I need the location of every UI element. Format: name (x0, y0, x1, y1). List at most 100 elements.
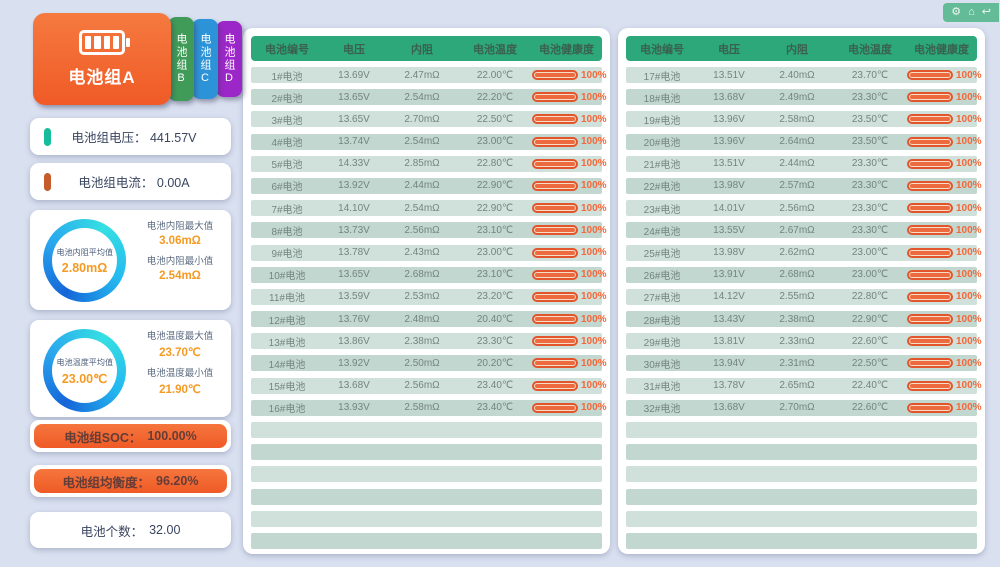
temperature-cell: 22.90℃ (476, 180, 514, 192)
column-header: 内阻 (786, 43, 808, 56)
health-bar (532, 92, 578, 103)
voltage-cell: 13.74V (338, 136, 370, 148)
group-voltage-label: 电池组电压： (71, 131, 147, 145)
balance-pill: 电池组均衡度： 96.20% (34, 469, 227, 493)
column-header: 电压 (718, 43, 740, 56)
resistance-max-value: 3.06mΩ (159, 235, 201, 247)
battery-row: 13#电池 13.86V 2.38mΩ 23.30℃ 100% (251, 333, 607, 350)
temperature-cell: 22.90℃ (476, 202, 514, 214)
empty-row (626, 488, 977, 505)
temperature-cell: 22.50℃ (476, 113, 514, 125)
resistance-avg-label: 电池内阻平均值 (56, 247, 113, 257)
battery-number-cell: 10#电池 (268, 271, 306, 283)
battery-row: 16#电池 13.93V 2.58mΩ 23.40℃ 100% (251, 399, 607, 416)
battery-row: 21#电池 13.51V 2.44mΩ 23.30℃ 100% (626, 155, 982, 172)
soc-card: 电池组SOC： 100.00% (30, 420, 231, 452)
resistance-cell: 2.58mΩ (779, 113, 815, 125)
health-percent: 100% (581, 269, 607, 281)
empty-row (626, 510, 977, 527)
balance-label: 电池组均衡度： (62, 475, 151, 490)
battery-row: 8#电池 13.73V 2.56mΩ 23.10℃ 100% (251, 222, 607, 239)
resistance-cell: 2.54mΩ (404, 202, 440, 214)
health-bar (907, 225, 953, 236)
health-bar (532, 203, 578, 214)
voltage-cell: 14.10V (338, 202, 370, 214)
battery-row: 30#电池 13.94V 2.31mΩ 22.50℃ 100% (626, 355, 982, 372)
battery-number-cell: 18#电池 (643, 93, 681, 105)
battery-number-cell: 9#电池 (271, 249, 303, 260)
health-bar (532, 136, 578, 147)
health-cell: 100% (531, 225, 607, 236)
health-percent: 100% (581, 291, 607, 303)
empty-row (626, 422, 977, 438)
battery-number-cell: 2#电池 (271, 93, 303, 105)
back-icon[interactable]: ↩ (981, 6, 991, 18)
table-rows: 17#电池 13.51V 2.40mΩ 23.70℃ 100% 18#电池 13.68V 2.… (626, 67, 982, 549)
health-bar (532, 358, 578, 369)
battery-number-cell: 26#电池 (643, 271, 681, 283)
health-bar (907, 136, 953, 147)
voltage-cell: 13.92V (338, 357, 370, 369)
resistance-cell: 2.50mΩ (404, 357, 440, 369)
health-cell: 100% (906, 269, 982, 280)
health-cell: 100% (906, 314, 982, 325)
health-percent: 100% (956, 291, 982, 303)
table-header: 电池编号 电压 内阻 电池温度 电池健康度 (626, 36, 977, 61)
temperature-cell: 23.30℃ (851, 158, 889, 170)
battery-number-cell: 4#电池 (271, 138, 303, 150)
health-percent: 100% (956, 224, 982, 236)
resistance-cell: 2.62mΩ (779, 247, 815, 258)
health-percent: 100% (956, 91, 982, 103)
home-icon[interactable]: ⌂ (968, 6, 975, 18)
battery-number-cell: 27#电池 (643, 293, 681, 305)
resistance-cell: 2.38mΩ (404, 335, 440, 347)
voltage-cell: 13.98V (713, 247, 745, 258)
resistance-cell: 2.70mΩ (404, 113, 440, 125)
health-cell: 100% (531, 380, 607, 391)
health-bar (907, 291, 953, 302)
resistance-cell: 2.54mΩ (404, 136, 440, 148)
battery-row: 29#电池 13.81V 2.33mΩ 22.60℃ 100% (626, 333, 982, 350)
group-current-card: 电池组电流： 0.00A (30, 163, 231, 200)
battery-number-cell: 32#电池 (643, 404, 681, 416)
battery-row: 22#电池 13.98V 2.57mΩ 23.30℃ 100% (626, 177, 982, 194)
health-bar (907, 336, 953, 347)
battery-row: 1#电池 13.69V 2.47mΩ 22.00℃ 100% (251, 67, 607, 83)
battery-table-left: 电池编号 电压 内阻 电池温度 电池健康度 1#电池 13.69V 2.47mΩ 22.00℃… (243, 28, 610, 554)
health-cell: 100% (906, 380, 982, 391)
tab-battery-group-a[interactable]: 电池组A (33, 13, 171, 105)
empty-row (251, 422, 602, 438)
empty-row (626, 532, 977, 549)
tab-battery-group-b[interactable]: 电池组B (168, 17, 194, 101)
health-cell: 100% (531, 158, 607, 169)
tab-battery-group-d[interactable]: 电池组D (216, 21, 242, 97)
health-bar (907, 247, 953, 258)
voltage-cell: 13.96V (713, 113, 745, 125)
health-cell: 100% (906, 180, 982, 191)
resistance-gauge-ring: 电池内阻平均值 2.80mΩ (43, 219, 126, 302)
health-cell: 100% (906, 92, 982, 103)
resistance-avg-value: 2.80mΩ (61, 261, 108, 275)
tab-battery-group-c[interactable]: 电池组C (192, 19, 218, 99)
health-cell: 100% (531, 291, 607, 302)
column-header: 电池健康度 (539, 43, 594, 56)
voltage-cell: 13.51V (713, 69, 745, 81)
temperature-cell: 23.40℃ (476, 402, 514, 414)
health-bar (907, 70, 953, 80)
health-percent: 100% (581, 202, 607, 214)
battery-row: 10#电池 13.65V 2.68mΩ 23.10℃ 100% (251, 266, 607, 283)
battery-row: 7#电池 14.10V 2.54mΩ 22.90℃ 100% (251, 200, 607, 217)
temperature-cell: 23.50℃ (851, 113, 889, 125)
battery-number-cell: 16#电池 (268, 404, 306, 416)
battery-number-cell: 5#电池 (271, 160, 303, 172)
battery-row: 4#电池 13.74V 2.54mΩ 23.00℃ 100% (251, 133, 607, 150)
voltage-cell: 14.33V (338, 158, 370, 170)
temperature-cell: 22.40℃ (851, 380, 889, 392)
health-percent: 100% (956, 202, 982, 214)
temperature-cell: 22.80℃ (851, 291, 889, 303)
health-cell: 100% (531, 402, 607, 413)
empty-row (251, 444, 602, 461)
health-percent: 100% (581, 91, 607, 103)
temperature-cell: 23.10℃ (476, 269, 514, 281)
gear-icon[interactable]: ⚙ (951, 6, 962, 18)
